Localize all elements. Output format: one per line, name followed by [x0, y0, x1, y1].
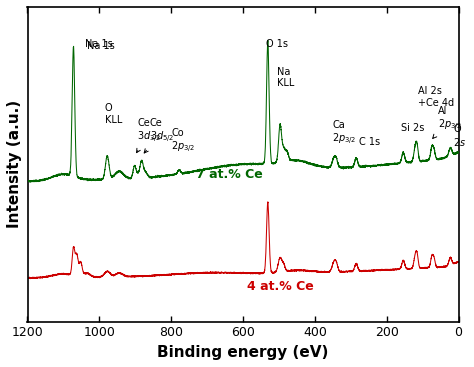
Text: O
$2s$: O $2s$ — [453, 124, 466, 148]
Text: 4 at.% Ce: 4 at.% Ce — [246, 280, 313, 292]
Text: Na
KLL: Na KLL — [277, 67, 294, 88]
Text: Ce
$3d_{5/2}$: Ce $3d_{5/2}$ — [144, 118, 174, 153]
Text: Co
$2p_{3/2}$: Co $2p_{3/2}$ — [171, 128, 195, 155]
Text: Na 1s: Na 1s — [85, 39, 113, 49]
Text: O 1s: O 1s — [266, 39, 288, 49]
Text: C 1s: C 1s — [359, 137, 380, 147]
Text: O
KLL: O KLL — [105, 103, 122, 124]
Text: Al 2s
+Ce 4d: Al 2s +Ce 4d — [419, 86, 455, 108]
Y-axis label: Intensity (a.u.): Intensity (a.u.) — [7, 100, 22, 228]
Text: Ca
$2p_{3/2}$: Ca $2p_{3/2}$ — [332, 120, 356, 147]
X-axis label: Binding energy (eV): Binding energy (eV) — [157, 345, 329, 360]
Text: Ce
$3d_{3/2}$: Ce $3d_{3/2}$ — [137, 118, 161, 153]
Text: Na 1s: Na 1s — [87, 41, 115, 51]
Text: Si 2s: Si 2s — [401, 123, 425, 133]
Text: Al
$2p_{3/2}$: Al $2p_{3/2}$ — [433, 106, 462, 138]
Text: 7 at.% Ce: 7 at.% Ce — [196, 168, 263, 181]
